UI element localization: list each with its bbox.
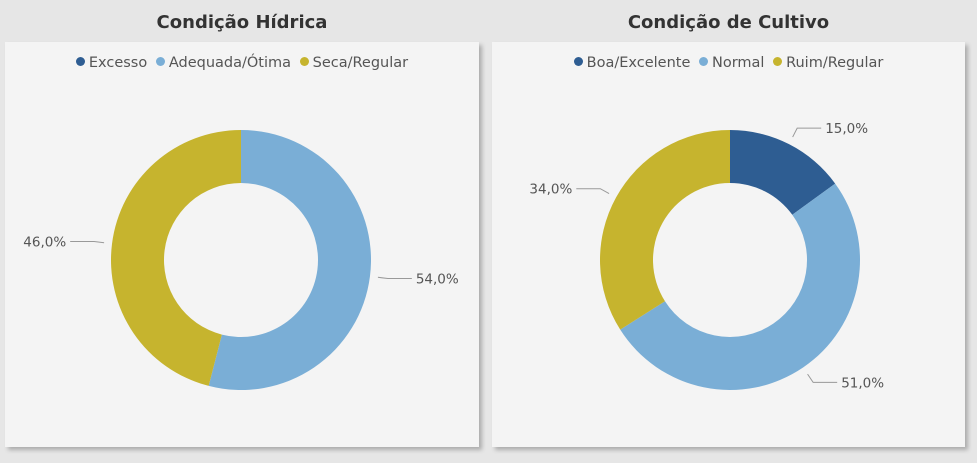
chart-1-panel: Excesso Adequada/Ótima Seca/Regular 54,0…	[5, 42, 479, 447]
chart-1-title: Condição Hídrica	[156, 12, 328, 33]
donut-slice-seca-regular[interactable]	[111, 130, 241, 386]
chart-1-donut: 54,0% 46,0%	[23, 130, 459, 391]
chart-1-legend: Excesso Adequada/Ótima Seca/Regular	[5, 55, 479, 71]
chart-2-legend: Boa/Excelente Normal Ruim/Regular	[492, 55, 965, 71]
legend-marker-icon	[75, 57, 85, 66]
legend-label: Boa/Excelente	[586, 55, 691, 71]
legend-item-normal[interactable]: Normal	[698, 55, 765, 71]
donut-slice-ruim-regular[interactable]	[600, 130, 730, 330]
legend-item-seca[interactable]: Seca/Regular	[299, 55, 409, 71]
legend-item-boa-excelente[interactable]: Boa/Excelente	[573, 55, 691, 71]
data-label: 34,0%	[529, 182, 572, 198]
chart-2-title: Condição de Cultivo	[627, 12, 830, 33]
leader-line	[70, 240, 105, 244]
legend-label: Adequada/Ótima	[168, 55, 292, 71]
chart-2-container: Condição de Cultivo Boa/Excelente Normal…	[492, 0, 965, 463]
data-label: 15,0%	[825, 121, 868, 137]
leader-line	[807, 373, 838, 383]
legend-marker-icon	[773, 57, 783, 66]
leader-line	[792, 127, 822, 138]
legend-marker-icon	[573, 57, 583, 66]
donut-slice-adequada-tima[interactable]	[208, 130, 371, 391]
legend-label: Excesso	[88, 55, 148, 71]
legend-marker-icon	[155, 57, 165, 66]
legend-marker-icon	[698, 57, 708, 66]
donut-slice-boa-excelente[interactable]	[730, 130, 836, 215]
donut-slice-normal[interactable]	[620, 183, 860, 391]
leader-line	[576, 188, 610, 194]
data-label: 46,0%	[23, 234, 66, 250]
legend-label: Seca/Regular	[312, 55, 409, 71]
legend-label: Normal	[711, 55, 765, 71]
chart-1-container: Condição Hídrica Excesso Adequada/Ótima …	[5, 0, 479, 463]
chart-2-donut: 15,0% 51,0% 34,0%	[529, 121, 884, 391]
data-label: 54,0%	[416, 272, 459, 288]
legend-item-adequada[interactable]: Adequada/Ótima	[155, 55, 292, 71]
legend-item-ruim-regular[interactable]: Ruim/Regular	[773, 55, 883, 71]
legend-label: Ruim/Regular	[786, 55, 884, 71]
data-label: 51,0%	[841, 375, 884, 391]
legend-marker-icon	[299, 57, 309, 66]
legend-item-excesso[interactable]: Excesso	[75, 55, 148, 71]
chart-2-panel: Boa/Excelente Normal Ruim/Regular 15,0% 5…	[492, 42, 965, 447]
leader-line	[377, 276, 412, 280]
